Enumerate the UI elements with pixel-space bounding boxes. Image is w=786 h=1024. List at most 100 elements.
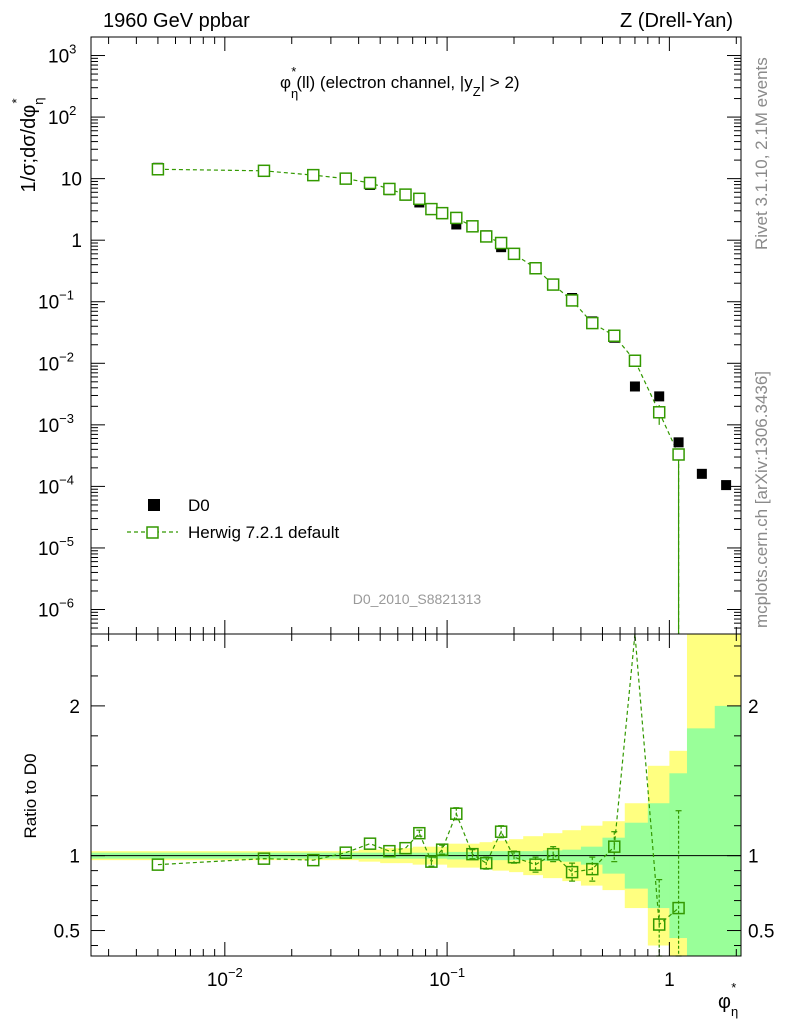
mc-point	[383, 182, 396, 196]
ratio-mc-point	[672, 901, 685, 915]
ratio-mc-point	[529, 858, 542, 871]
rivet-version-label: Rivet 3.1.10, 2.1M events	[752, 57, 771, 250]
title-tail: | > 2)	[481, 73, 520, 92]
mc-point	[529, 262, 542, 275]
mc-point	[425, 202, 438, 216]
legend-data-marker	[148, 499, 160, 511]
legend-mc-label: Herwig 7.2.1 default	[188, 523, 339, 542]
mc-point	[257, 164, 271, 178]
y-tick-exp: −2	[59, 349, 74, 364]
ratio-mc-point	[383, 844, 396, 858]
ratio-uncertainty-bands	[91, 634, 742, 956]
data-point	[629, 381, 640, 392]
ratio-mc-point	[479, 856, 493, 870]
title-eta: η	[291, 86, 298, 101]
ratio-mc-line	[157, 633, 679, 926]
ratio-y-tick-label-right: 0.5	[748, 922, 774, 943]
ratio-mc-point	[494, 825, 508, 838]
title-phi: φ	[280, 73, 291, 92]
y-tick-base: 10	[38, 539, 59, 560]
mc-point	[466, 220, 479, 233]
y-label-sup: *	[9, 98, 24, 103]
x-tick-labels: 10−2 10 −1 1	[207, 965, 675, 991]
ratio-panel: 0.5 0.5 1 1 2 2 Ratio to D0	[21, 633, 775, 957]
ratio-y-tick-labels: 0.5 0.5 1 1 2 2	[54, 697, 775, 943]
mc-point	[399, 188, 412, 201]
ratio-mc-point	[450, 807, 463, 820]
x-tick-base: 10	[207, 970, 228, 991]
x-tick-label: 10−2	[207, 965, 243, 991]
y-tick-base: 10	[48, 108, 69, 129]
band-inner	[714, 705, 742, 956]
ratio-y-tick-label: 2	[69, 697, 80, 718]
y-tick-label: 103	[48, 42, 76, 68]
ratio-y-axis-label: Ratio to D0	[21, 753, 40, 838]
y-tick-exp: −6	[59, 596, 74, 611]
mc-point	[546, 278, 560, 291]
mc-line	[157, 168, 680, 634]
x-label-main: φ	[718, 991, 731, 1013]
mc-point	[672, 448, 685, 461]
plot-title: φη *(ll) (electron channel, |yZ| > 2)	[280, 64, 520, 101]
y-tick-base: 1	[71, 231, 82, 252]
svg-text:1/σ;dσ/dφη*: 1/σ;dσ/dφη *	[9, 98, 46, 193]
mc-point	[494, 236, 508, 250]
y-tick-base: 10	[38, 354, 59, 375]
mc-point	[151, 163, 165, 176]
x-axis-label: φη *	[718, 980, 738, 1019]
header-right-label: Z (Drell-Yan)	[620, 10, 733, 32]
ratio-mc-point	[257, 852, 271, 865]
mc-point	[507, 247, 521, 261]
ratio-mc-point	[652, 918, 666, 931]
y-tick-label: 10−6	[38, 596, 74, 622]
mc-point	[413, 192, 426, 206]
ratio-mc-point	[546, 847, 560, 861]
y-tick-exp: −3	[59, 411, 74, 426]
ratio-mc-point	[466, 847, 479, 861]
title-z: Z	[473, 84, 481, 99]
y-tick-label: 1	[71, 231, 82, 252]
data-point	[654, 391, 665, 402]
ratio-mc-point	[363, 837, 377, 850]
x-tick-base: 1	[664, 970, 675, 991]
main-y-axis-label: 1/σ;dσ/dφη *	[9, 98, 46, 193]
ratio-mc-point	[399, 841, 412, 855]
y-tick-base: 10	[38, 293, 59, 314]
y-tick-label: 10−2	[38, 349, 74, 375]
ratio-mc-point	[339, 846, 353, 859]
mc-point	[363, 176, 377, 190]
mc-point	[608, 329, 621, 343]
ratio-mc-points	[151, 807, 685, 957]
y-tick-base: 10	[48, 47, 69, 68]
data-point	[673, 437, 684, 448]
ratio-mc-point	[307, 853, 320, 867]
legend: D0 Herwig 7.2.1 default	[127, 496, 339, 542]
x-tick-label: 1	[664, 970, 675, 991]
mc-point	[479, 230, 493, 243]
legend-data-label: D0	[188, 496, 210, 515]
ratio-mc-point	[413, 826, 426, 840]
y-tick-base: 10	[38, 601, 59, 622]
mc-point	[307, 168, 320, 182]
mc-point	[628, 354, 642, 367]
y-tick-base: 10	[61, 170, 82, 191]
title-star: *	[291, 64, 296, 79]
y-tick-label: 102	[48, 103, 76, 129]
y-tick-label: 10−1	[38, 288, 74, 314]
y-label-sub: η	[31, 98, 46, 105]
band-inner	[686, 728, 716, 956]
y-tick-base: 10	[38, 477, 59, 498]
ratio-mc-point	[507, 850, 521, 864]
ratio-y-tick-label: 1	[69, 847, 80, 868]
mcplots-label: mcplots.cern.ch [arXiv:1306.3436]	[752, 371, 771, 628]
x-tick-exp: −1	[450, 965, 465, 980]
y-tick-exp: −1	[59, 288, 74, 303]
mc-points	[151, 163, 685, 634]
ratio-y-tick-label: 0.5	[54, 922, 80, 943]
data-point	[696, 468, 707, 479]
analysis-id-label: D0_2010_S8821313	[353, 591, 482, 607]
y-tick-exp: −5	[59, 534, 74, 549]
